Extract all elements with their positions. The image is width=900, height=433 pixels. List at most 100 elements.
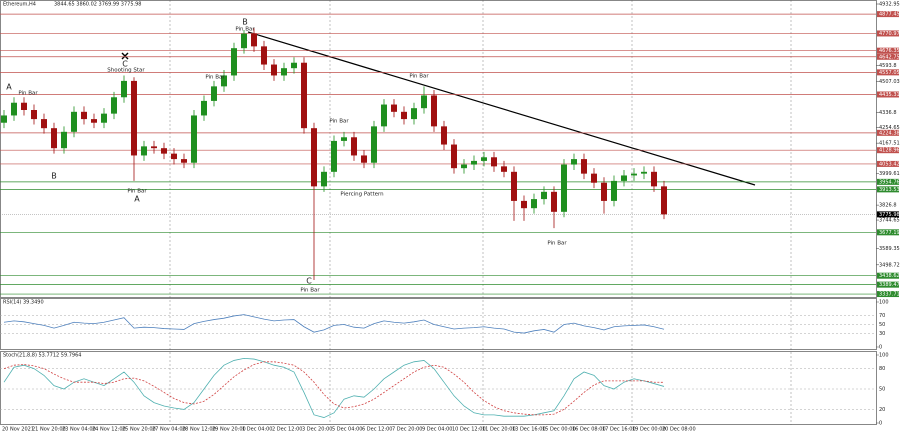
annotation: A [6,83,12,92]
candle-body [601,182,607,201]
annotation: B [242,18,248,27]
y-tick-label: 50 [879,322,885,328]
x-tick-label: 23 Nov 04:00 [62,427,96,433]
x-tick-label: 21 Nov 20:00 [32,427,66,433]
annotation: C [122,60,128,69]
candle-body [221,75,227,87]
annotation: Shooting Star [107,68,145,74]
level-label: 4557.05 [879,70,900,76]
candle-body [21,102,27,110]
candle-body [81,111,87,120]
y-tick-label: 20 [879,407,885,413]
candle-body [411,108,417,120]
ohlc-text: 3844.65 3860.02 3769.99 3775.98 [54,2,141,8]
last-price-bg [877,211,899,218]
level-label: 4770.97 [879,31,900,37]
level-label-bg [877,272,899,279]
candle-body [211,86,217,101]
candle-body [371,126,377,163]
level-label: 3438.62 [879,273,900,279]
candle-body [581,159,587,174]
candle-body [181,159,187,163]
x-tick-label: 16 Dec 08:00 [572,427,606,433]
x-tick-label: 15 Dec 00:00 [542,427,576,433]
candle-body [441,126,447,145]
candle-body [51,128,57,149]
x-tick-label: 10 Dec 12:00 [452,427,486,433]
candle-body [201,100,207,116]
level-label-bg [877,229,899,236]
stoch-line [3,361,665,416]
y-tick-label: 4593.8 [879,63,897,69]
candle-body [351,137,357,156]
rsi-line [3,314,665,334]
x-tick-label: 13 Dec 16:00 [512,427,546,433]
level-label: 3677.19 [879,230,900,236]
level-label-bg [877,47,899,54]
level-label-bg [877,178,899,185]
candle-body [571,159,577,165]
candle-body [291,62,297,69]
annotation: Pin Bar [235,27,255,33]
candle-body [501,166,507,172]
annotation: Pin Bar [547,241,567,247]
candle-body [91,119,97,123]
y-tick-label: 3744.65 [879,218,900,224]
y-tick-label: 50 [879,387,885,393]
candle-body [491,157,497,167]
candle-body [651,171,657,187]
level-label: 4053.42 [879,161,900,167]
candle-body [451,144,457,169]
x-tick-label: 24 Nov 12:00 [92,427,126,433]
x-tick-label: 27 Nov 04:00 [152,427,186,433]
x-tick-label: 28 Nov 12:00 [182,427,216,433]
y-tick-label: 70 [879,313,885,319]
candle-body [531,199,537,209]
annotation: B [51,172,57,181]
level-label-bg [877,11,899,18]
level-label: 4642.75 [879,54,900,60]
level-label-bg [877,291,899,298]
y-tick-label: 100 [879,353,889,359]
x-tick-label: 20 Nov 2021 [2,427,34,433]
level-label-bg [877,91,899,98]
level-label-bg [877,160,899,167]
annotation: Pin Bar [409,74,429,80]
candle-body [361,155,367,163]
chart-title: Ethereum,H4 [3,2,36,8]
level-label: 4435.31 [879,92,900,98]
annotation: A [134,195,140,204]
annotation: C [306,277,312,286]
candle-body [141,146,147,156]
level-label: 3913.53 [879,187,900,193]
candle-body [41,119,47,129]
last-price-label: 3775.98 [879,212,900,218]
candle-body [471,160,477,165]
candle-body [271,64,277,76]
candle-body [1,115,7,123]
candle-body [251,33,257,47]
candle-body [121,80,127,98]
level-label: 4224.38 [879,130,900,136]
level-label-bg [877,281,899,288]
candle-body [511,171,517,201]
candle-body [541,191,547,200]
x-tick-label: 5 Dec 04:00 [332,427,362,433]
annotation: Pin Bar [300,288,320,294]
candle-body [61,131,67,149]
level-label: 3954.76 [879,179,900,185]
y-tick-label: 3826.8 [879,203,897,209]
y-tick-label: 0 [879,421,882,427]
candle-body [391,104,397,112]
y-tick-label: 4167.51 [879,141,900,147]
x-tick-label: 1 Dec 04:00 [242,427,272,433]
cross-marker [121,52,129,60]
level-label-bg [877,147,899,154]
x-tick-label: 7 Dec 20:00 [392,427,422,433]
candle-body [621,175,627,181]
annotation: Pin Bar [127,189,147,195]
candle-body [261,46,267,65]
annotation: Pin Bar [18,91,38,97]
